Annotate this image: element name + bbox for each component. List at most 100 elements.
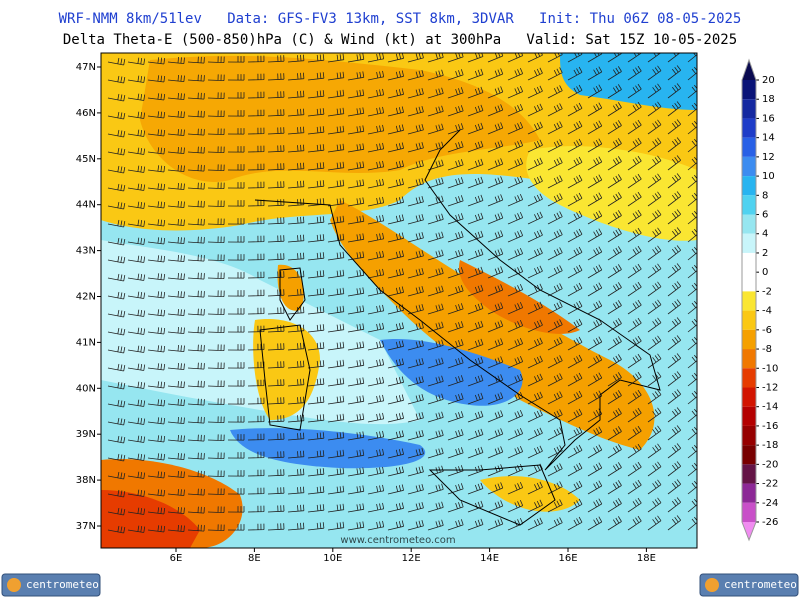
- wind-barb: [167, 146, 185, 154]
- colorbar-bin: [742, 406, 756, 426]
- wind-barb: [407, 501, 424, 513]
- wind-barb: [687, 64, 697, 81]
- wind-barb: [207, 128, 225, 135]
- wind-barb: [587, 84, 603, 99]
- lat-label: 47N: [76, 62, 96, 73]
- wind-barb: [587, 210, 603, 225]
- colorbar-label: -2: [762, 286, 772, 297]
- wind-barb: [627, 425, 642, 441]
- wind-barb: [347, 305, 365, 315]
- wind-barb: [447, 195, 464, 207]
- wind-barb: [687, 424, 697, 441]
- wind-barb: [287, 396, 305, 405]
- wind-barb: [167, 488, 185, 496]
- wind-barb: [247, 433, 265, 441]
- wind-barb: [447, 213, 464, 225]
- wind-barb: [127, 165, 146, 173]
- wind-barb: [627, 263, 642, 279]
- wind-barb: [407, 87, 424, 99]
- wind-barb: [267, 163, 285, 171]
- wind-barb: [467, 104, 484, 117]
- wind-barb: [367, 53, 385, 63]
- wind-barb: [307, 378, 325, 387]
- colorbar-bin: [742, 464, 756, 484]
- wind-barb: [207, 254, 225, 261]
- wind-barb: [347, 413, 365, 423]
- wind-barb: [627, 173, 642, 189]
- colorbar-label: 12: [762, 152, 775, 163]
- wind-barb: [547, 247, 563, 261]
- wind-barb: [167, 326, 185, 334]
- field-ne-cold: [560, 53, 697, 110]
- wind-barb: [447, 69, 464, 81]
- wind-barb: [127, 327, 146, 335]
- wind-barb: [227, 488, 245, 495]
- wind-barb: [227, 218, 245, 225]
- colorbar-bin: [742, 195, 756, 215]
- wind-barb: [267, 73, 285, 81]
- wind-barb: [247, 325, 265, 333]
- wind-barb: [427, 123, 444, 135]
- wind-barb: [527, 265, 543, 279]
- wind-barb: [387, 196, 404, 207]
- map-frame: [100, 52, 698, 549]
- wind-barb: [147, 381, 166, 389]
- wind-barb: [107, 165, 126, 174]
- wind-barb: [427, 429, 444, 441]
- wind-barb: [467, 230, 484, 243]
- lat-label: 46N: [76, 108, 96, 119]
- wind-barb: [547, 193, 563, 207]
- wind-barb: [127, 309, 146, 317]
- colorbar-bin: [742, 252, 756, 273]
- wind-barb: [287, 54, 305, 63]
- wind-barb: [187, 110, 205, 118]
- field-central: [459, 260, 580, 334]
- wind-barb: [127, 183, 146, 191]
- wind-barb: [467, 356, 484, 369]
- wind-barb: [147, 327, 166, 335]
- wind-barb: [447, 519, 464, 531]
- wind-barb: [547, 229, 563, 243]
- wind-barb: [107, 525, 126, 534]
- wind-barb: [267, 469, 285, 477]
- wind-barb: [527, 301, 543, 315]
- wind-barb: [307, 234, 325, 243]
- wind-barb: [327, 485, 345, 495]
- wind-barb: [547, 373, 563, 387]
- wind-barb: [447, 429, 464, 441]
- wind-barb: [107, 309, 126, 318]
- wind-barb: [647, 281, 662, 297]
- wind-barb: [127, 453, 146, 461]
- wind-barb: [347, 395, 365, 405]
- wind-barb: [127, 489, 146, 497]
- wind-barb: [507, 229, 524, 243]
- wind-barb: [227, 380, 245, 387]
- wind-barb: [127, 129, 146, 137]
- wind-barb: [667, 137, 682, 153]
- wind-barb: [427, 231, 444, 243]
- wind-barb: [367, 304, 385, 315]
- wind-barb: [327, 323, 345, 333]
- wind-barb: [507, 265, 524, 279]
- wind-barb: [667, 479, 682, 495]
- wind-barb: [107, 93, 126, 102]
- logo-right-icon: [705, 578, 719, 592]
- wind-barb: [627, 335, 642, 351]
- wind-barb: [547, 427, 563, 441]
- wind-barb: [107, 129, 126, 138]
- wind-barb: [347, 197, 365, 207]
- wind-barb: [107, 507, 126, 516]
- wind-barb: [507, 193, 524, 207]
- wind-barb: [347, 143, 365, 153]
- wind-barb: [187, 308, 205, 316]
- wind-barb: [267, 289, 285, 297]
- wind-barb: [147, 291, 166, 299]
- wind-barb: [687, 262, 697, 279]
- wind-barb: [527, 391, 543, 405]
- logo-left-text: centrometeo: [26, 578, 99, 591]
- wind-barb: [587, 66, 603, 81]
- wind-barb: [687, 514, 697, 531]
- wind-barb: [147, 309, 166, 317]
- wind-barb: [207, 56, 225, 63]
- wind-barb: [587, 444, 603, 459]
